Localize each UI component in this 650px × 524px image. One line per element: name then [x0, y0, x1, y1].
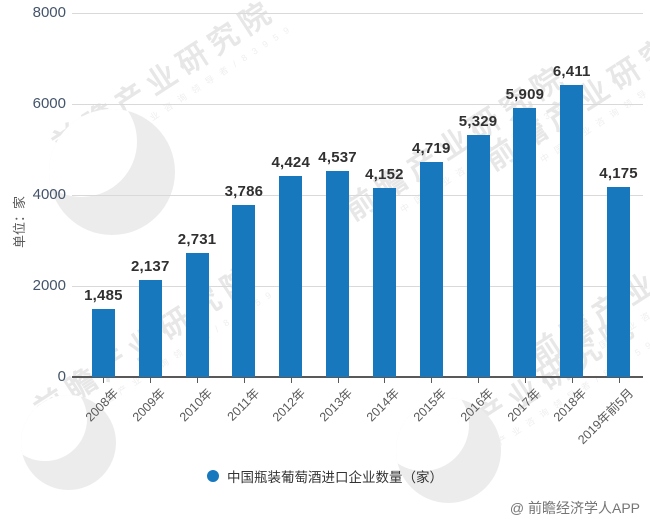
bar-value-label: 2,137 [130, 257, 170, 275]
bar [513, 108, 537, 377]
watermark-logo-icon [49, 109, 175, 235]
bar-value-label: 4,537 [318, 148, 357, 166]
y-axis-title: 单位：家 [12, 196, 27, 249]
watermark-logo-icon [20, 394, 116, 490]
bar [138, 279, 162, 377]
y-axis-tick-label: 8000 [32, 4, 66, 21]
y-gridline [72, 286, 643, 287]
x-axis-label: 2012年 [270, 386, 309, 425]
x-axis-tickmark [571, 378, 573, 383]
bar-value-label: 4,152 [365, 166, 404, 184]
x-axis-tickmark [150, 378, 152, 383]
x-axis-label: 2017年 [504, 386, 543, 425]
bar [466, 134, 490, 377]
x-axis-tickmark [103, 378, 105, 383]
bar [185, 252, 209, 377]
x-axis-tickmark [197, 378, 199, 383]
bar-value-label: 4,719 [411, 140, 451, 158]
bar-value-label: 6,411 [552, 63, 591, 81]
y-gridline [72, 104, 643, 105]
legend-marker-icon [207, 470, 219, 482]
bar-value-label: 5,909 [505, 86, 545, 104]
bar-value-label: 5,329 [458, 112, 498, 130]
y-axis-tick-label: 6000 [32, 95, 66, 112]
x-axis-tickmark [618, 378, 620, 383]
y-axis-tick-label: 4000 [32, 186, 66, 203]
x-axis-tickmark [478, 378, 480, 383]
x-axis-line [72, 376, 643, 378]
x-axis-tickmark [290, 378, 292, 383]
bar-value-label: 3,786 [224, 182, 264, 200]
bar-value-label: 4,424 [271, 153, 311, 171]
x-axis-label: 2011年 [224, 386, 262, 424]
y-axis-tick-label: 2000 [32, 277, 66, 294]
x-axis-label: 2015年 [410, 386, 450, 425]
x-axis-label: 2018年 [551, 386, 590, 425]
x-axis-label: 2010年 [176, 386, 215, 425]
y-axis-tick-label: 0 [57, 368, 66, 385]
bar [607, 187, 631, 377]
x-axis-tickmark [431, 378, 433, 383]
bar [232, 204, 256, 377]
bar [419, 162, 443, 377]
y-gridline [72, 195, 643, 196]
legend: 中国瓶装葡萄酒进口企业数量（家） [0, 466, 650, 486]
x-axis-tickmark [524, 378, 526, 383]
bar [372, 188, 396, 377]
x-axis-tickmark [337, 378, 339, 383]
bar [326, 170, 350, 377]
x-axis-tickmark [384, 378, 386, 383]
bar-value-label: 1,485 [84, 287, 123, 305]
x-axis-label: 2008年 [82, 386, 122, 425]
bar-value-label: 2,731 [177, 230, 217, 248]
x-axis-label: 2014年 [363, 386, 403, 425]
bar [560, 85, 584, 377]
y-gridline [72, 13, 643, 14]
x-axis-tickmark [243, 378, 245, 383]
attribution: @ 前瞻经济学人APP [509, 500, 640, 516]
x-axis-label: 2016年 [457, 386, 496, 425]
bar-value-label: 4,175 [599, 165, 638, 183]
bar [91, 309, 115, 377]
bar [279, 175, 303, 377]
watermark-logo-icon [395, 397, 501, 503]
legend-label: 中国瓶装葡萄酒进口企业数量（家） [227, 470, 443, 485]
x-axis-label: 2009年 [129, 386, 169, 425]
x-axis-label: 2013年 [317, 386, 356, 425]
